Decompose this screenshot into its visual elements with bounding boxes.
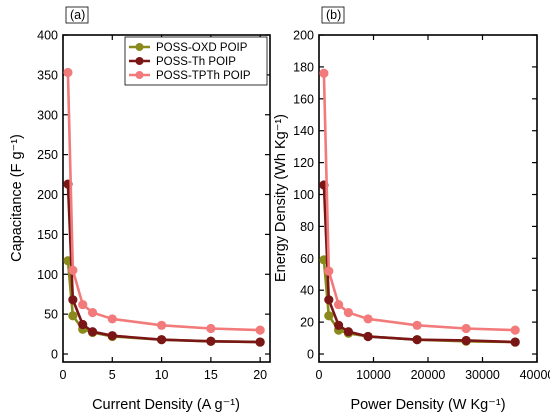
data-point-poss-th-poip <box>87 327 98 337</box>
data-point-poss-tpth-poip <box>324 266 334 276</box>
panel-b-series <box>319 68 520 347</box>
y-tick-label: 250 <box>37 148 58 162</box>
data-point-poss-tpth-poip <box>412 320 422 330</box>
x-tick-label: 0 <box>316 368 323 382</box>
x-tick-label: 10 <box>155 368 169 382</box>
data-point-poss-th-poip <box>363 331 373 342</box>
data-point-poss-th-poip <box>461 335 471 346</box>
series-line-poss-tpth-poip <box>66 72 261 332</box>
x-tick-label: 0 <box>60 368 67 382</box>
data-point-poss-tpth-poip <box>156 320 167 330</box>
y-tick-label: 300 <box>37 108 58 122</box>
y-tick-label: 100 <box>293 188 314 202</box>
y-tick-label: 200 <box>293 29 314 43</box>
legend-label-poss-th: POSS-Th POIP <box>156 56 236 68</box>
panel-a-y-axis-title: Capacitance (F g⁻¹) <box>9 134 25 262</box>
panel-a-x-axis-title: Current Density (A g⁻¹) <box>92 397 240 413</box>
panel-b-tag-box <box>321 6 345 24</box>
legend-entry-poss-th: POSS-Th POIP <box>129 56 236 68</box>
panel-b-x-axis-title: Power Density (W Kg⁻¹) <box>350 397 505 413</box>
data-point-poss-tpth-poip <box>107 314 117 324</box>
y-tick-label: 50 <box>44 308 58 322</box>
data-point-poss-th-poip <box>255 337 265 347</box>
data-point-poss-tpth-poip <box>334 299 344 310</box>
y-tick-label: 150 <box>37 228 58 242</box>
y-tick-label: 100 <box>37 268 58 282</box>
series-line-poss-th-poip <box>66 184 261 344</box>
legend-marker-poss-oxd <box>135 43 144 51</box>
panel-a: 0 5 10 15 20 0 50 100 150 200 250 300 350 400 (a) Cu… <box>9 6 271 413</box>
data-point-poss-tpth-poip <box>63 67 73 78</box>
data-point-poss-th-poip <box>412 335 422 345</box>
legend-entry-poss-oxd: POSS-OXD POIP <box>129 42 248 54</box>
data-point-poss-tpth-poip <box>510 325 520 335</box>
y-tick-label: 160 <box>293 92 314 106</box>
data-point-poss-tpth-poip <box>87 307 98 318</box>
x-tick-label: 10000 <box>356 368 391 382</box>
y-tick-label: 350 <box>37 68 58 82</box>
panel-a-series <box>63 67 265 347</box>
data-point-poss-tpth-poip <box>68 265 78 275</box>
series-line-poss-th-poip <box>322 184 516 344</box>
x-tick-label: 5 <box>109 368 116 382</box>
y-tick-label: 400 <box>37 29 58 43</box>
panel-b-y-ticks: 0 20 40 60 80 100 120 140 160 180 200 <box>293 29 537 362</box>
data-point-poss-oxd-poip <box>68 311 78 321</box>
legend-marker-poss-th <box>135 57 144 65</box>
y-tick-label: 40 <box>300 284 314 298</box>
x-tick-label: 20000 <box>411 368 446 382</box>
data-point-poss-tpth-poip <box>206 323 216 334</box>
panel-a-plot-frame <box>62 34 271 363</box>
x-tick-label: 15 <box>204 368 218 382</box>
x-tick-label: 30000 <box>465 368 500 382</box>
panel-b-y-axis-title: Energy Density (Wh Kg⁻¹) <box>273 114 289 282</box>
y-tick-label: 0 <box>307 348 314 362</box>
y-tick-label: 80 <box>300 220 314 234</box>
legend: POSS-OXD POIP POSS-Th POIP POSS-TPTh POI… <box>124 36 268 86</box>
series-line-poss-tpth-poip <box>322 73 516 332</box>
y-tick-label: 200 <box>37 188 58 202</box>
data-point-poss-th-poip <box>206 336 216 346</box>
legend-label-poss-tpth: POSS-TPTh POIP <box>156 70 251 82</box>
panel-b-tag: (b) <box>326 8 341 22</box>
legend-entry-poss-tpth: POSS-TPTh POIP <box>129 70 251 82</box>
data-point-poss-tpth-poip <box>461 323 471 334</box>
data-point-poss-th-poip <box>343 327 354 337</box>
data-point-poss-th-poip <box>324 295 334 305</box>
data-point-poss-th-poip <box>334 320 344 330</box>
data-point-poss-tpth-poip <box>319 68 329 78</box>
data-point-poss-th-poip <box>78 319 88 330</box>
data-point-poss-th-poip <box>68 295 78 305</box>
data-point-poss-tpth-poip <box>78 299 88 310</box>
y-tick-label: 180 <box>293 60 314 74</box>
y-tick-label: 140 <box>293 124 314 138</box>
legend-marker-poss-tpth <box>135 71 144 79</box>
y-tick-label: 0 <box>51 348 58 362</box>
panel-a-tag-box <box>65 6 89 24</box>
x-tick-label: 20 <box>253 368 267 382</box>
y-tick-label: 120 <box>293 156 314 170</box>
data-point-poss-th-poip <box>107 331 117 341</box>
data-point-poss-tpth-poip <box>255 325 265 335</box>
panel-a-y-ticks: 0 50 100 150 200 250 300 350 400 <box>37 29 270 362</box>
data-point-poss-th-poip <box>156 335 167 345</box>
y-tick-label: 60 <box>300 252 314 266</box>
panel-a-tag: (a) <box>70 8 85 22</box>
legend-label-poss-oxd: POSS-OXD POIP <box>156 42 248 54</box>
data-point-poss-tpth-poip <box>343 307 354 318</box>
data-point-poss-oxd-poip <box>324 311 334 321</box>
data-point-poss-tpth-poip <box>363 314 373 324</box>
y-tick-label: 20 <box>300 316 314 330</box>
data-point-poss-th-poip <box>510 337 520 347</box>
